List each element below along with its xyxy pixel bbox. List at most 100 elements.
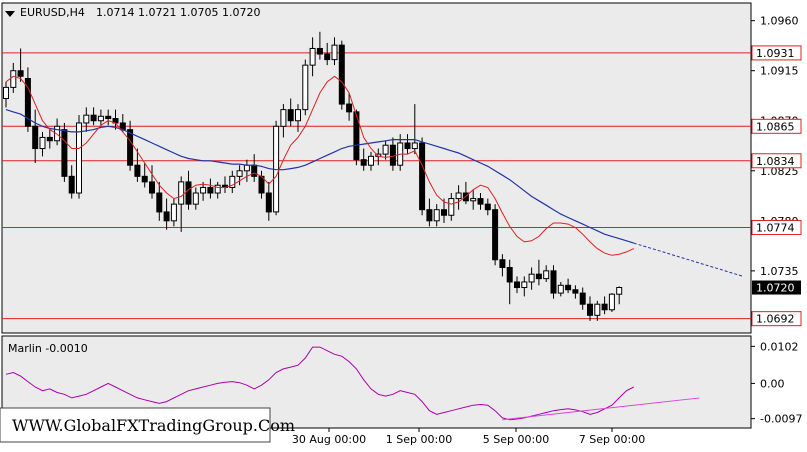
candle: [579, 287, 586, 310]
indicator-axis: 0.0102 0.00 -0.0097: [751, 340, 802, 426]
candle: [324, 42, 331, 66]
level-label: 1.0931: [756, 47, 795, 60]
candle: [331, 37, 338, 66]
marlin-trendline: [502, 397, 700, 421]
candle: [287, 98, 294, 127]
fast-ma-line: [5, 75, 635, 256]
candle: [514, 276, 520, 294]
candle: [214, 181, 221, 199]
ohlc-label: 1.0714 1.0721 1.0705 1.0720: [96, 6, 260, 19]
level-badge: [751, 118, 802, 134]
candle: [426, 198, 433, 227]
candle: [557, 281, 564, 297]
candle: [535, 259, 542, 286]
slow-ma-line: [5, 109, 634, 244]
level-badge: [751, 219, 802, 235]
slow-ma-projection: [633, 242, 744, 277]
level-badge: [751, 153, 802, 169]
candle: [411, 104, 418, 155]
level-label: 1.0834: [756, 155, 795, 168]
candle: [236, 165, 243, 186]
candle: [141, 162, 148, 188]
candle: [170, 198, 177, 227]
candle: [32, 109, 39, 163]
indicator-tick-label: 0.0102: [760, 340, 799, 353]
candle: [61, 122, 68, 182]
candle: [587, 296, 593, 321]
candle: [455, 185, 462, 210]
time-axis: 30 Aug 00:00 1 Sep 00:00 5 Sep 00:00 7 Sep …: [292, 428, 645, 446]
candle: [448, 193, 455, 221]
candle: [477, 193, 484, 210]
candle: [565, 278, 572, 294]
current-price-label: 1.0720: [756, 282, 795, 295]
level-badge: [751, 311, 802, 327]
candle: [608, 293, 615, 312]
time-tick-label: 30 Aug 00:00: [292, 433, 366, 446]
candle: [10, 62, 17, 93]
candle: [499, 254, 506, 277]
candle: [149, 165, 155, 199]
candle: [572, 285, 579, 299]
candle: [156, 181, 163, 221]
watermark-box: WWW.GlobalFXTradingGroup.Com: [0, 407, 295, 443]
candle: [134, 148, 141, 182]
candle: [484, 198, 491, 216]
price-tick-label: 1.0735: [760, 265, 799, 278]
candle: [127, 120, 134, 171]
candle: [309, 37, 316, 77]
candle: [528, 267, 535, 290]
indicator-label: Marlin -0.0010: [8, 342, 88, 355]
candle: [46, 129, 53, 149]
candle: [353, 109, 360, 166]
candle: [265, 181, 272, 221]
symbol-label: EURUSD,H4: [20, 6, 85, 19]
candle: [316, 31, 323, 60]
candle: [163, 198, 170, 230]
candle: [594, 300, 601, 321]
candle: [97, 109, 104, 127]
candle: [200, 181, 207, 201]
candle: [207, 178, 214, 199]
candle: [90, 107, 97, 126]
candle: [178, 176, 185, 232]
candle: [295, 104, 301, 132]
candle: [382, 140, 389, 160]
candle: [346, 92, 353, 121]
candle: [601, 296, 608, 315]
time-tick-label: 7 Sep 00:00: [579, 433, 645, 446]
candle: [550, 265, 557, 299]
price-chart: 1.09601.09151.08701.08251.07801.07351.09…: [1, 2, 802, 334]
candle: [506, 259, 513, 305]
candle: [543, 265, 550, 282]
candle: [368, 151, 374, 171]
time-tick-label: 1 Sep 00:00: [386, 433, 452, 446]
candle: [470, 189, 477, 210]
candle: [521, 276, 528, 297]
level-label: 1.0774: [756, 221, 795, 234]
level-badge: [751, 45, 802, 61]
candle: [419, 137, 426, 216]
candle: [492, 204, 499, 266]
candle: [280, 104, 287, 138]
price-panel: [1, 2, 752, 334]
chart-menu-icon[interactable]: [5, 11, 15, 17]
candle: [105, 109, 112, 126]
candle: [68, 165, 75, 199]
candle: [302, 59, 309, 116]
moving-averages: [5, 75, 744, 277]
candle: [404, 134, 411, 155]
candle: [441, 198, 447, 224]
level-label: 1.0865: [756, 120, 795, 133]
candle: [17, 48, 24, 82]
indicator-lines: [5, 346, 700, 421]
candle: [229, 170, 236, 194]
price-tick-label: 1.0915: [760, 65, 799, 78]
candle: [24, 67, 31, 132]
indicator-tick-label: 0.00: [760, 377, 785, 390]
candle: [3, 81, 9, 108]
indicator-tick-label: -0.0097: [760, 413, 802, 426]
candle: [360, 148, 367, 171]
horizontal-levels: [2, 52, 751, 320]
